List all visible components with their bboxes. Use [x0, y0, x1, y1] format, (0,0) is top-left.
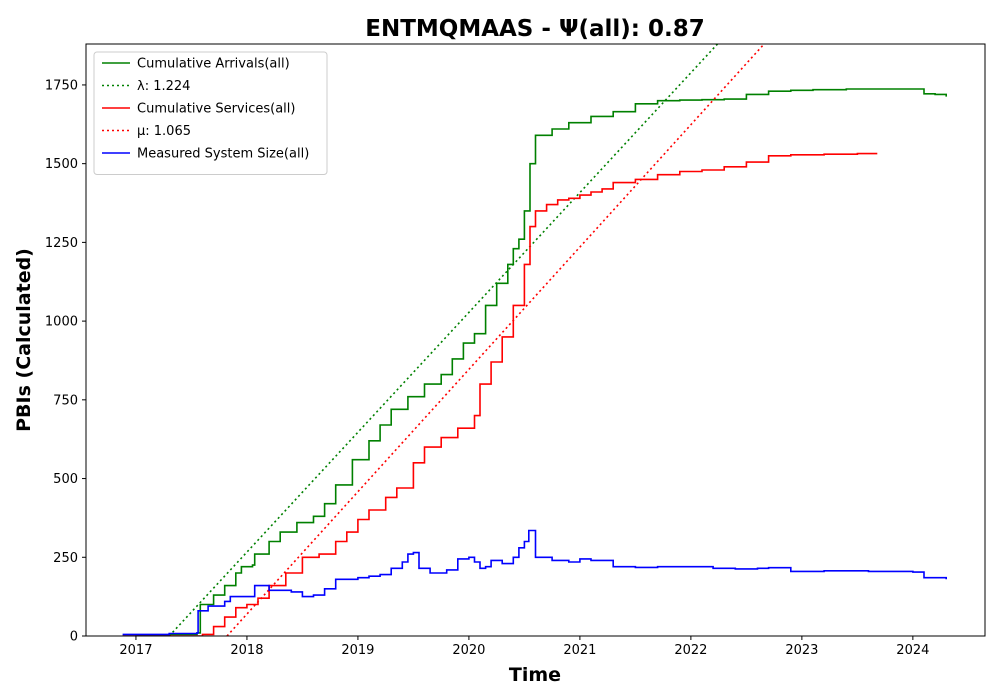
x-tick-label: 2019	[341, 643, 374, 658]
legend-label-cumulative-services-all: Cumulative Services(all)	[137, 102, 295, 117]
series-line-0	[122, 88, 947, 636]
y-tick-label: 1000	[45, 315, 78, 330]
x-axis-label: Time	[509, 664, 561, 686]
x-tick-label: 2022	[674, 643, 707, 658]
y-tick-label: 0	[70, 630, 78, 645]
y-tick-label: 1500	[45, 157, 78, 172]
y-tick-label: 500	[53, 472, 78, 487]
x-tick-label: 2024	[896, 643, 929, 658]
x-tick-label: 2017	[119, 643, 152, 658]
series-line-2	[122, 152, 878, 636]
x-tick-label: 2020	[452, 643, 485, 658]
x-tick-label: 2023	[785, 643, 818, 658]
chart-title: ENTMQMAAS - Ψ(all): 0.87	[365, 16, 705, 42]
x-tick-label: 2021	[563, 643, 596, 658]
y-tick-label: 1750	[45, 78, 78, 93]
y-tick-label: 750	[53, 393, 78, 408]
series-line-4	[122, 529, 947, 636]
legend-label-measured-system-size-all: Measured System Size(all)	[137, 147, 309, 162]
series-line-3	[226, 44, 765, 636]
plot-frame	[85, 43, 986, 637]
legend-label-cumulative-arrivals-all: Cumulative Arrivals(all)	[137, 57, 290, 72]
y-tick-label: 1250	[45, 236, 78, 251]
legend-label-1-065: μ: 1.065	[137, 124, 191, 139]
y-axis-label: PBIs (Calculated)	[13, 248, 35, 432]
x-tick-label: 2018	[230, 643, 263, 658]
legend-box	[93, 51, 328, 175]
legend: Cumulative Arrivals(all) λ: 1.224 Cumulati…	[93, 51, 328, 175]
y-tick-label: 250	[53, 551, 78, 566]
legend-label-1-224: λ: 1.224	[137, 79, 190, 94]
